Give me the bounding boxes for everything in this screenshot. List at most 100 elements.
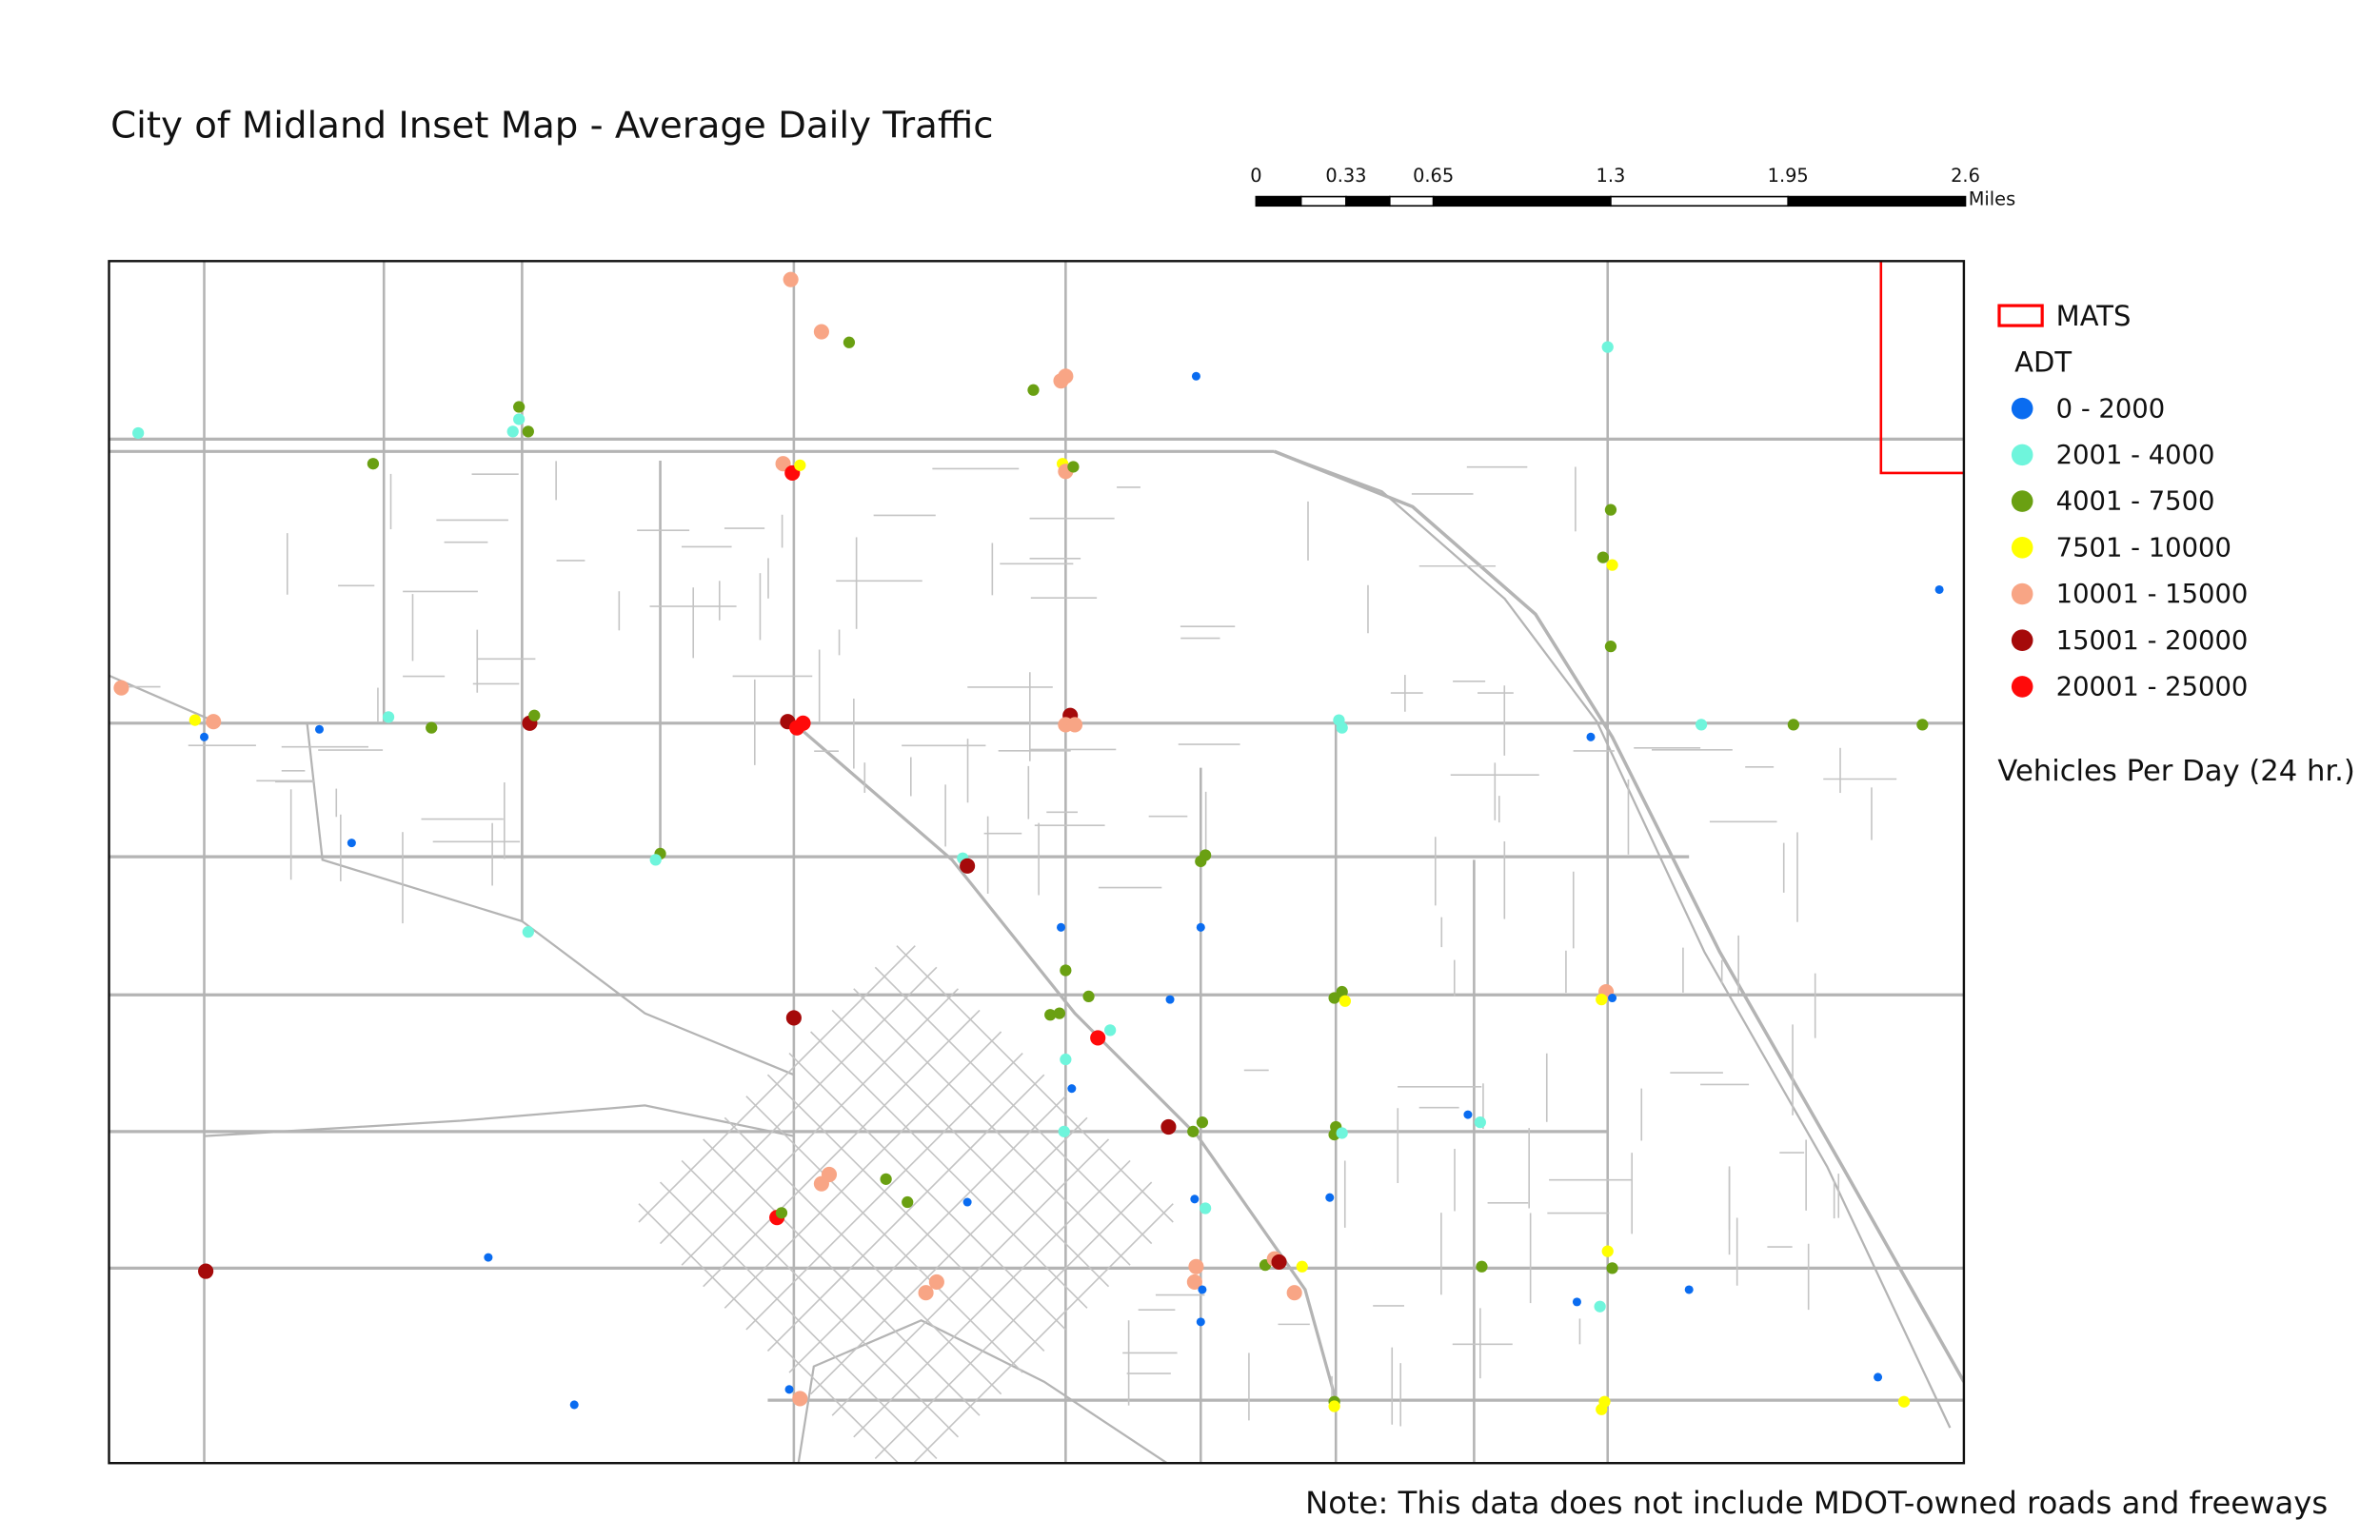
scale-segment bbox=[1388, 195, 1435, 207]
road bbox=[1274, 450, 1952, 1429]
traffic-count-point bbox=[1296, 1260, 1308, 1273]
scale-segment bbox=[1345, 195, 1391, 207]
legend-swatch bbox=[2011, 629, 2033, 651]
legend-label: 0 - 2000 bbox=[2056, 394, 2166, 424]
legend-swatch bbox=[2011, 397, 2033, 420]
scale-label: 1.95 bbox=[1768, 165, 1809, 187]
footnote: Note: This data does not include MDOT-ow… bbox=[1305, 1485, 2328, 1521]
scale-segment bbox=[1255, 195, 1302, 207]
traffic-count-point bbox=[785, 1010, 802, 1026]
traffic-count-point bbox=[1191, 371, 1200, 381]
traffic-count-point bbox=[775, 1207, 788, 1219]
traffic-count-point bbox=[1271, 1254, 1287, 1270]
road bbox=[853, 1159, 1131, 1438]
road bbox=[204, 1104, 795, 1137]
traffic-count-point bbox=[198, 1263, 214, 1279]
traffic-count-point bbox=[1067, 461, 1080, 473]
traffic-count-point bbox=[1916, 719, 1929, 731]
traffic-count-point bbox=[784, 1385, 794, 1394]
traffic-count-point bbox=[1684, 1285, 1694, 1294]
traffic-count-point bbox=[1695, 719, 1708, 731]
traffic-count-point bbox=[880, 1173, 892, 1185]
legend: MATS ADT 0 - 2000 2001 - 4000 4001 - 7500 750… bbox=[1997, 300, 2355, 788]
traffic-count-point bbox=[649, 854, 662, 866]
traffic-count-point bbox=[1067, 1084, 1077, 1094]
legend-swatch bbox=[2011, 676, 2033, 698]
traffic-count-point bbox=[1787, 719, 1799, 731]
road bbox=[874, 966, 1153, 1245]
legend-label: 20001 - 25000 bbox=[2056, 673, 2249, 702]
traffic-count-point bbox=[132, 426, 145, 440]
traffic-count-point bbox=[918, 1285, 934, 1301]
road bbox=[853, 988, 1131, 1266]
road bbox=[788, 1053, 1066, 1331]
traffic-count-point bbox=[813, 324, 829, 340]
traffic-count-point bbox=[1104, 1024, 1117, 1037]
traffic-count-point bbox=[1604, 641, 1617, 653]
traffic-count-point bbox=[569, 1400, 579, 1410]
road bbox=[788, 1096, 1066, 1373]
road bbox=[792, 721, 1338, 1401]
traffic-count-point bbox=[1596, 994, 1608, 1006]
traffic-count-point bbox=[1597, 551, 1609, 563]
traffic-count-point bbox=[1601, 341, 1614, 353]
traffic-count-point bbox=[1066, 717, 1083, 733]
road bbox=[797, 1318, 1168, 1464]
traffic-count-point bbox=[1186, 1273, 1202, 1290]
traffic-count-point bbox=[1196, 1116, 1209, 1129]
traffic-count-point bbox=[1196, 922, 1205, 932]
road bbox=[874, 1181, 1153, 1459]
traffic-count-point bbox=[200, 732, 209, 741]
traffic-count-point bbox=[1165, 995, 1175, 1004]
traffic-count-point bbox=[1060, 1053, 1072, 1066]
road bbox=[306, 722, 795, 1076]
traffic-count-point bbox=[1328, 1400, 1340, 1412]
traffic-count-point bbox=[1336, 721, 1348, 734]
traffic-count-point bbox=[1572, 1297, 1581, 1307]
traffic-count-point bbox=[792, 1391, 808, 1407]
traffic-count-point bbox=[1190, 1194, 1200, 1204]
traffic-count-point bbox=[1596, 1403, 1608, 1415]
traffic-count-point bbox=[188, 714, 201, 726]
traffic-count-point bbox=[1339, 995, 1352, 1007]
traffic-count-point bbox=[1187, 1125, 1200, 1137]
traffic-count-point bbox=[1608, 994, 1617, 1003]
traffic-count-point bbox=[1200, 1202, 1212, 1214]
legend-label: 15001 - 20000 bbox=[2056, 626, 2249, 656]
traffic-count-point bbox=[513, 401, 526, 413]
legend-title: ADT bbox=[2014, 346, 2072, 378]
traffic-count-point bbox=[1586, 732, 1596, 741]
traffic-count-point bbox=[1463, 1110, 1473, 1119]
traffic-count-point bbox=[1053, 1007, 1066, 1019]
traffic-count-point bbox=[528, 709, 541, 721]
legend-swatch bbox=[2011, 490, 2033, 512]
legend-label: 4001 - 7500 bbox=[2056, 487, 2215, 517]
scale-label: 0 bbox=[1250, 165, 1261, 187]
traffic-count-point bbox=[794, 459, 806, 471]
traffic-count-point bbox=[1060, 964, 1072, 977]
road bbox=[1274, 449, 1964, 1383]
traffic-count-point bbox=[484, 1253, 493, 1262]
road-network bbox=[109, 261, 1964, 1464]
traffic-count-point bbox=[347, 839, 356, 848]
traffic-count-point bbox=[928, 1273, 944, 1290]
traffic-count-point bbox=[1058, 1125, 1070, 1137]
traffic-count-point bbox=[1328, 992, 1340, 1004]
scale-segment bbox=[1299, 195, 1347, 207]
traffic-count-point bbox=[1934, 584, 1944, 594]
traffic-count-point bbox=[1027, 384, 1040, 396]
traffic-count-point bbox=[1476, 1260, 1488, 1273]
traffic-count-point bbox=[1897, 1395, 1911, 1408]
scale-label: 0.33 bbox=[1325, 165, 1366, 187]
legend-unit-note: Vehicles Per Day (24 hr.) bbox=[1997, 755, 2354, 788]
traffic-count-point bbox=[206, 714, 222, 730]
traffic-count-point bbox=[1606, 559, 1618, 571]
traffic-count-point bbox=[1604, 503, 1617, 516]
legend-swatch bbox=[2011, 444, 2033, 466]
traffic-count-point bbox=[522, 926, 534, 938]
scale-segment bbox=[1610, 195, 1790, 207]
traffic-count-point bbox=[522, 425, 534, 438]
traffic-count-point bbox=[1196, 1317, 1205, 1327]
traffic-count-point bbox=[1474, 1116, 1486, 1129]
